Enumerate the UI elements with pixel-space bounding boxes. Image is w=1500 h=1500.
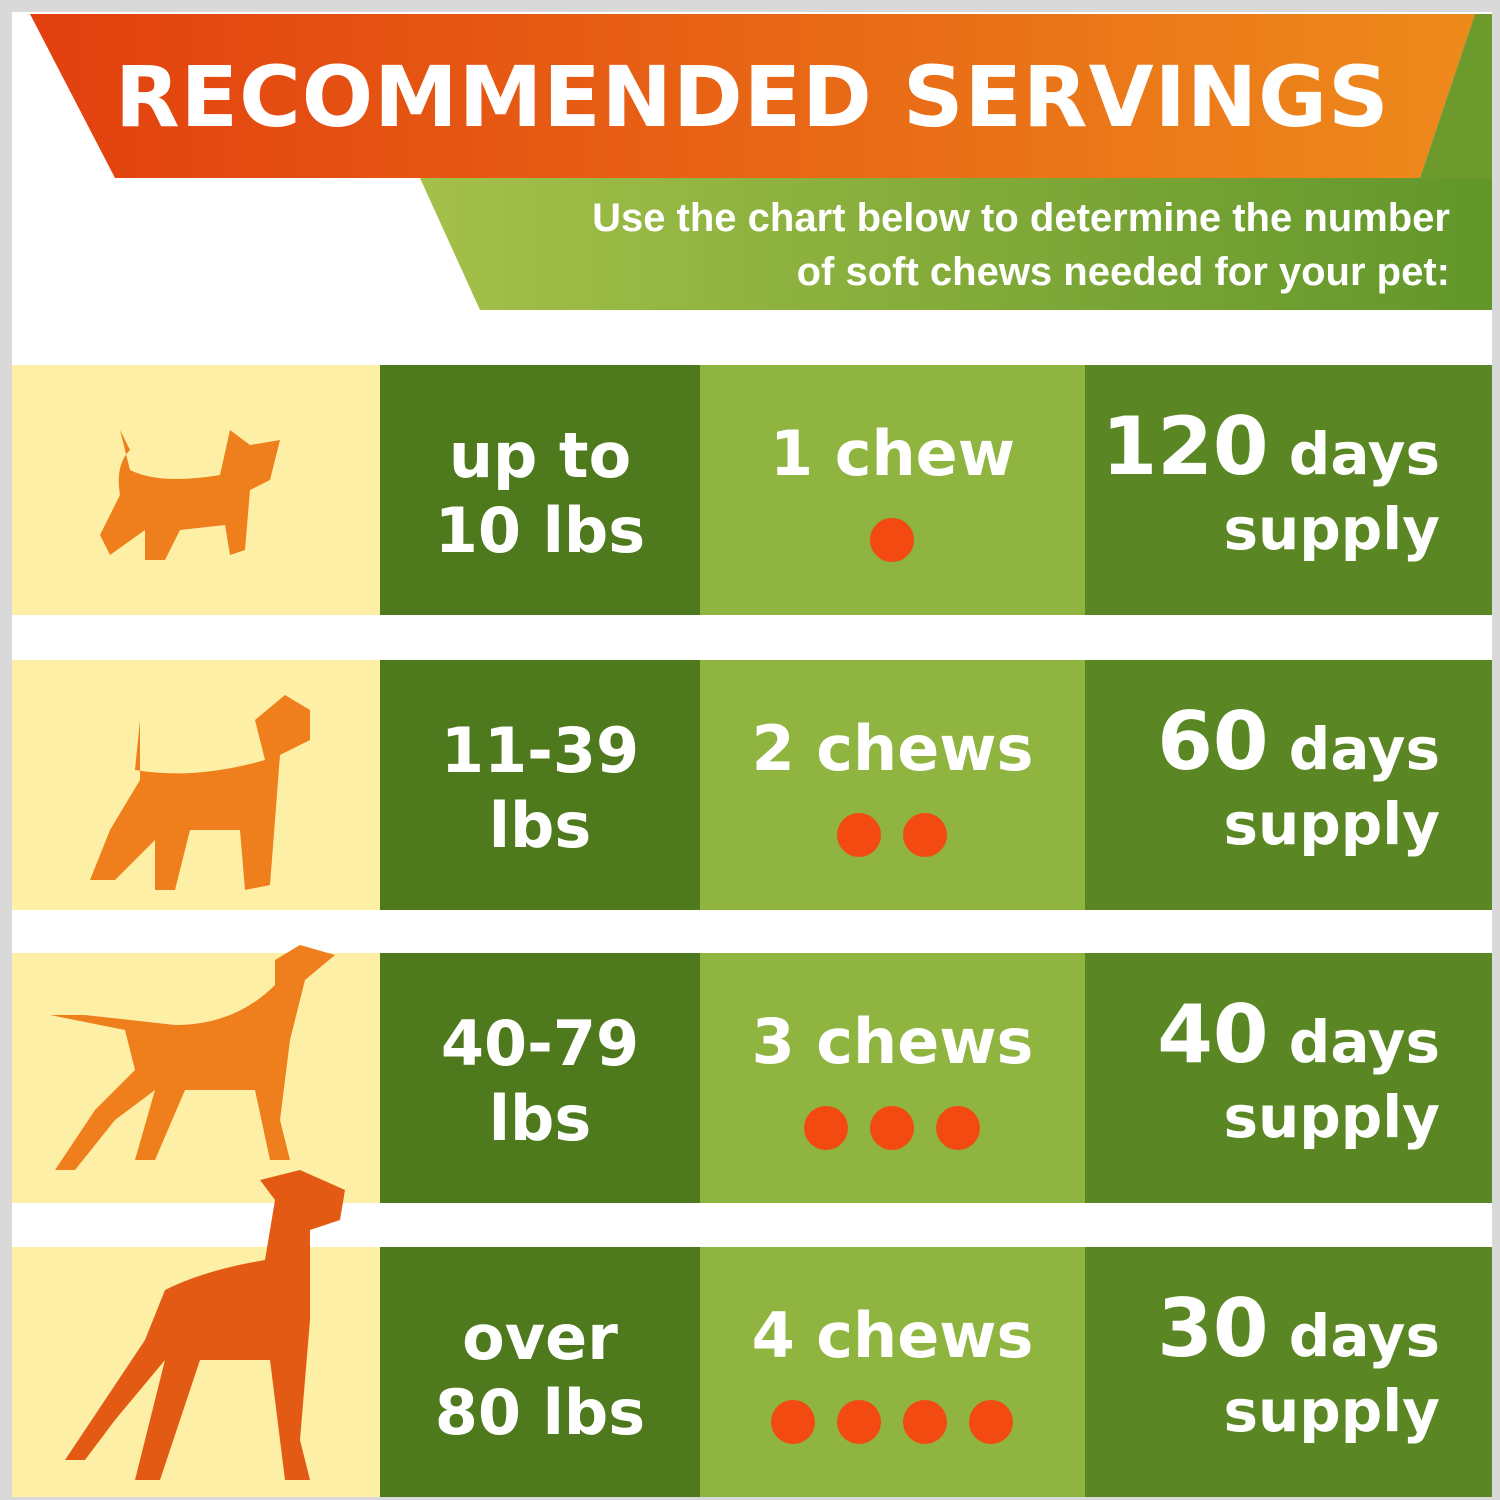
weight-text: 40-79 [440, 1007, 640, 1080]
banner-edge [1420, 14, 1492, 178]
dose-count: 2 [751, 712, 795, 785]
dose-text: 1 chew [700, 423, 1085, 485]
weight-cell [380, 1247, 700, 1497]
chew-dot [903, 1400, 947, 1444]
supply-cell [1085, 365, 1492, 615]
dose-cell [700, 660, 1085, 910]
weight-text: 10 lbs [434, 494, 646, 567]
dose-text: 2 chews [700, 718, 1085, 780]
title-banner [30, 14, 1475, 178]
weight-cell [380, 660, 700, 910]
dose-text: 4 chews [700, 1305, 1085, 1367]
weight-text: up to [448, 419, 632, 492]
supply-days: 60 [1157, 695, 1269, 788]
supply-note: supply [1223, 1088, 1440, 1146]
supply-unit: days [1288, 715, 1440, 783]
dose-unit: chews [816, 1299, 1034, 1372]
dose-cell [700, 365, 1085, 615]
subtitle-band [420, 178, 1492, 310]
dose-count: 3 [751, 1005, 795, 1078]
supply-text: 120 days [1102, 407, 1440, 487]
chew-dot [837, 813, 881, 857]
dose-text: 3 chews [700, 1011, 1085, 1073]
dose-unit: chew [834, 417, 1015, 490]
supply-unit: days [1288, 1008, 1440, 1076]
chew-dot [903, 813, 947, 857]
supply-days: 40 [1157, 988, 1269, 1081]
chew-dot [837, 1400, 881, 1444]
dose-cell [700, 1247, 1085, 1497]
supply-note: supply [1223, 795, 1440, 853]
dog-medium [90, 695, 310, 890]
weight-cell [380, 953, 700, 1203]
chew-dot [969, 1400, 1013, 1444]
weight-text: lbs [488, 1082, 592, 1155]
supply-cell [1085, 660, 1492, 910]
weight-text: over [462, 1301, 618, 1374]
subtitle-line: of soft chews needed for your pet: [796, 250, 1450, 294]
chew-dot [804, 1106, 848, 1150]
supply-note-text: supply [1223, 790, 1440, 858]
supply-cell [1085, 1247, 1492, 1497]
chew-dot [870, 1106, 914, 1150]
supply-unit: days [1288, 1302, 1440, 1370]
dog-small [100, 430, 280, 560]
supply-note: supply [1223, 1382, 1440, 1440]
supply-days: 120 [1101, 400, 1269, 493]
weight-text: 11-39 [440, 714, 640, 787]
weight-cell [380, 365, 700, 615]
supply-note-text: supply [1223, 495, 1440, 563]
supply-text: 30 days [1157, 1289, 1440, 1369]
dog-giant [65, 1170, 345, 1480]
supply-text: 40 days [1157, 995, 1440, 1075]
dose-count: 1 [770, 417, 814, 490]
dog-large [50, 945, 335, 1170]
weight-text: 80 lbs [434, 1376, 646, 1449]
title: RECOMMENDED SERVINGS [115, 48, 1390, 146]
chew-dot [771, 1400, 815, 1444]
supply-note-text: supply [1223, 1083, 1440, 1151]
dose-unit: chews [816, 1005, 1034, 1078]
supply-days: 30 [1157, 1282, 1269, 1375]
supply-cell [1085, 953, 1492, 1203]
dog-icons [50, 430, 345, 1480]
supply-text: 60 days [1157, 702, 1440, 782]
subtitle-line: Use the chart below to determine the num… [592, 196, 1450, 240]
supply-unit: days [1288, 420, 1440, 488]
dose-unit: chews [816, 712, 1034, 785]
chew-dot [936, 1106, 980, 1150]
dose-count: 4 [751, 1299, 795, 1372]
dose-cell [700, 953, 1085, 1203]
supply-note: supply [1223, 500, 1440, 558]
chew-dot [870, 518, 914, 562]
weight-text: lbs [488, 789, 592, 862]
supply-note-text: supply [1223, 1377, 1440, 1445]
